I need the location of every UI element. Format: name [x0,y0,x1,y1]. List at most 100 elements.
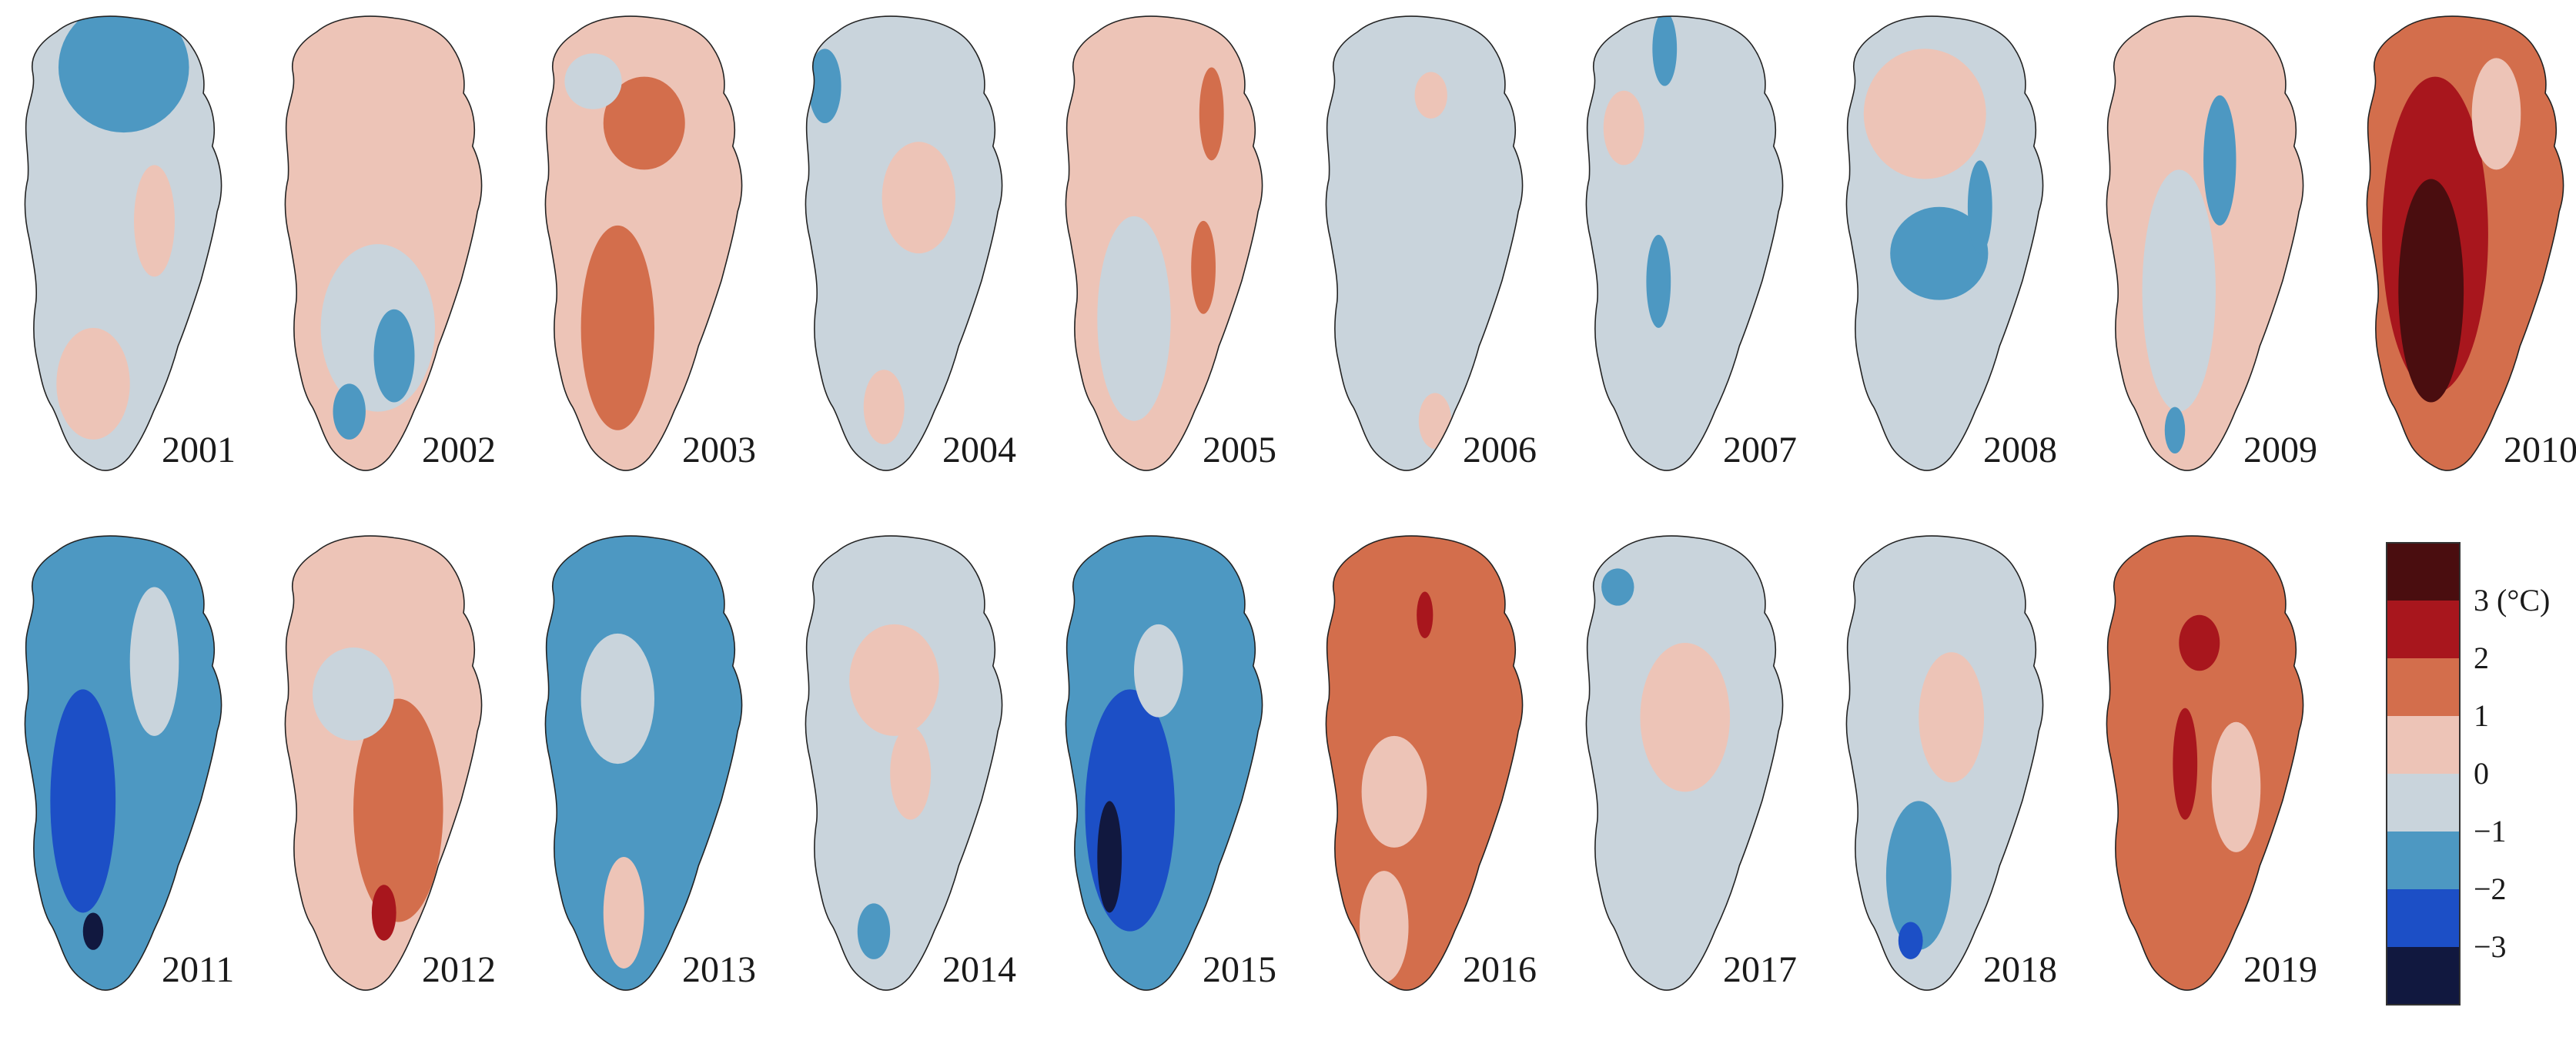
year-label: 2012 [422,949,496,990]
anomaly-patch [2203,95,2236,226]
anomaly-patch [1097,216,1171,421]
map-panel-2005: 2005 [1065,15,1276,471]
anomaly-patch [58,16,189,133]
legend-label: −1 [2474,814,2507,848]
anomaly-patch [1646,235,1671,328]
map-panel-2013: 2013 [544,535,756,991]
anomaly-patch [2164,407,2186,453]
year-label: 2002 [422,430,496,470]
anomaly-patch [1885,801,1952,950]
color-legend: 3 (°C) 2 1 0 −1 −2 −3 [2386,542,2550,1006]
anomaly-patch [1414,72,1447,119]
year-label: 2015 [1203,949,1276,990]
anomaly-patch [1085,689,1175,932]
legend-label: −2 [2474,872,2507,906]
anomaly-patch [580,633,654,765]
anomaly-patch [1097,801,1122,913]
anomaly-patch [890,726,932,820]
year-label: 2011 [162,949,234,990]
anomaly-patch [1652,16,1678,86]
map-panel-2017: 2017 [1585,535,1797,991]
anomaly-patch [1601,568,1634,606]
map-panel-2015: 2015 [1065,535,1276,991]
map-panel-2010: 2010 [2366,15,2576,471]
map-panel-2008: 2008 [1845,15,2057,471]
map-panel-2011: 2011 [24,535,234,991]
anomaly-patch [1890,206,1989,300]
anomaly-patch [353,698,443,922]
anomaly-patch [564,53,622,109]
year-label: 2014 [942,949,1016,990]
map-panel-2003: 2003 [544,15,756,471]
map-panel-2012: 2012 [284,535,496,991]
legend-swatch [2387,658,2460,716]
anomaly-patch [1898,922,1923,959]
year-label: 2009 [2243,430,2317,470]
map-panel-2014: 2014 [805,535,1016,991]
anomaly-patch [313,647,394,741]
map-panel-2009: 2009 [2106,15,2317,471]
anomaly-patch [1191,220,1216,314]
anomaly-fill [1066,536,1263,991]
year-label: 2016 [1463,949,1537,990]
legend-swatch [2387,716,2460,774]
anomaly-patch [333,383,366,440]
anomaly-patch [2471,58,2521,170]
legend-label: 2 [2474,641,2489,675]
year-label: 2005 [1203,430,1276,470]
anomaly-patch [1417,591,1434,638]
legend-swatch [2387,889,2460,947]
anomaly-fill [545,536,742,991]
legend-swatch [2387,543,2460,601]
legend-swatch [2387,832,2460,889]
map-panel-2019: 2019 [2106,535,2317,991]
anomaly-patch [603,856,644,969]
map-panel-2018: 2018 [1845,535,2057,991]
year-label: 2019 [2243,949,2317,990]
anomaly-patch [320,244,435,412]
map-panel-2004: 2004 [805,15,1016,471]
anomaly-patch [82,912,104,950]
anomaly-patch [50,689,116,913]
year-label: 2003 [682,430,756,470]
map-panel-2007: 2007 [1585,15,1797,471]
map-panel-2006: 2006 [1325,15,1537,471]
anomaly-patch [373,309,415,403]
anomaly-patch [1863,49,1986,179]
anomaly-patch [371,885,396,941]
anomaly-patch [849,624,939,736]
anomaly-patch [603,76,685,170]
anomaly-patch [1919,652,1985,783]
legend-swatch [2387,601,2460,658]
anomaly-patch [857,903,891,959]
year-label: 2017 [1723,949,1797,990]
legend-frame [2386,542,2461,1006]
year-label: 2006 [1463,430,1537,470]
anomaly-patch [1967,160,1992,254]
map-panel-2002: 2002 [284,15,496,471]
anomaly-fill [25,16,222,471]
anomaly-patch [1418,393,1452,449]
legend-label: 3 (°C) [2474,583,2550,617]
year-label: 2013 [682,949,756,990]
anomaly-patch [882,142,955,254]
anomaly-patch [1199,67,1224,161]
map-panel-2016: 2016 [1325,535,1537,991]
legend-swatch [2387,774,2460,832]
anomaly-patch [2142,169,2216,412]
legend-label: −3 [2474,929,2507,964]
anomaly-patch [1359,871,1409,983]
anomaly-patch [2211,721,2261,852]
year-label: 2018 [1983,949,2057,990]
anomaly-patch [2179,614,2220,671]
anomaly-patch [1603,90,1644,166]
anomaly-patch [1134,624,1183,718]
year-label: 2004 [942,430,1016,470]
anomaly-patch [580,225,654,430]
year-label: 2007 [1723,430,1797,470]
anomaly-fill [285,16,482,471]
anomaly-patch [1361,735,1427,848]
year-label: 2001 [162,430,236,470]
legend-swatch [2387,947,2460,1005]
